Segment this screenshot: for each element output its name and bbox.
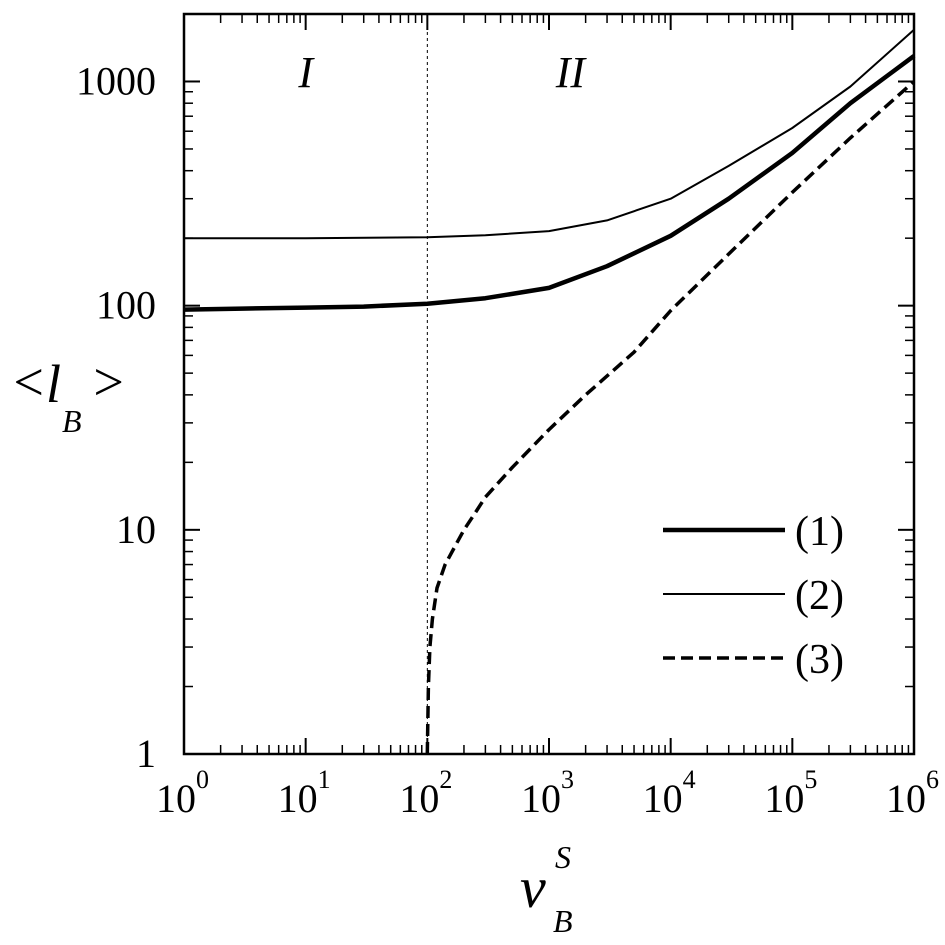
plot-frame bbox=[182, 12, 916, 756]
x-tick-exponent: 4 bbox=[683, 765, 696, 794]
x-tick-base: 10 bbox=[886, 776, 926, 821]
x-tick-label: 10 0 bbox=[156, 765, 209, 821]
y-axis-label-open: < bbox=[10, 352, 46, 412]
x-tick-label: 10 6 bbox=[886, 765, 939, 821]
region-label-ii: II bbox=[555, 48, 588, 97]
x-axis-label-sub: B bbox=[553, 903, 573, 939]
x-tick-base: 10 bbox=[764, 776, 804, 821]
x-axis-label: v S B bbox=[520, 839, 573, 939]
region-label-i: I bbox=[297, 48, 315, 97]
x-tick-exponent: 3 bbox=[561, 765, 574, 794]
x-axis-label-sup: S bbox=[555, 839, 571, 875]
y-tick-label: 10 bbox=[116, 507, 156, 552]
x-tick-exponent: 1 bbox=[318, 765, 331, 794]
x-tick-base: 10 bbox=[521, 776, 561, 821]
y-axis-label-sub: B bbox=[62, 403, 82, 439]
x-tick-label: 10 4 bbox=[643, 765, 696, 821]
y-tick-label: 1 bbox=[136, 731, 156, 776]
y-axis-label: < l B > bbox=[10, 352, 126, 439]
x-tick-label: 10 1 bbox=[278, 765, 331, 821]
x-tick-base: 10 bbox=[399, 776, 439, 821]
y-tick-label: 100 bbox=[96, 283, 156, 328]
x-tick-exponent: 0 bbox=[196, 765, 209, 794]
series-line-2 bbox=[184, 29, 915, 240]
x-tick-label: 10 5 bbox=[764, 765, 817, 821]
legend-label-2: (2) bbox=[795, 573, 844, 619]
legend-label-3: (3) bbox=[795, 637, 844, 683]
series-line-3 bbox=[425, 80, 916, 755]
y-axis-label-main: l bbox=[46, 354, 61, 414]
x-tick-label: 10 2 bbox=[399, 765, 452, 821]
y-tick-label: 1000 bbox=[76, 58, 156, 103]
x-tick-label: 10 3 bbox=[521, 765, 574, 821]
x-axis-label-main: v bbox=[520, 855, 546, 920]
x-tick-exponent: 6 bbox=[926, 765, 939, 794]
legend-label-1: (1) bbox=[795, 509, 844, 555]
legend: (1) (2) (3) bbox=[663, 509, 844, 683]
x-tick-exponent: 5 bbox=[804, 765, 817, 794]
x-tick-base: 10 bbox=[156, 776, 196, 821]
series-lines bbox=[183, 29, 916, 755]
x-tick-exponent: 2 bbox=[439, 765, 452, 794]
x-tick-base: 10 bbox=[643, 776, 683, 821]
y-axis-label-close: > bbox=[90, 352, 126, 412]
series-line-1 bbox=[183, 54, 916, 312]
x-tick-base: 10 bbox=[278, 776, 318, 821]
